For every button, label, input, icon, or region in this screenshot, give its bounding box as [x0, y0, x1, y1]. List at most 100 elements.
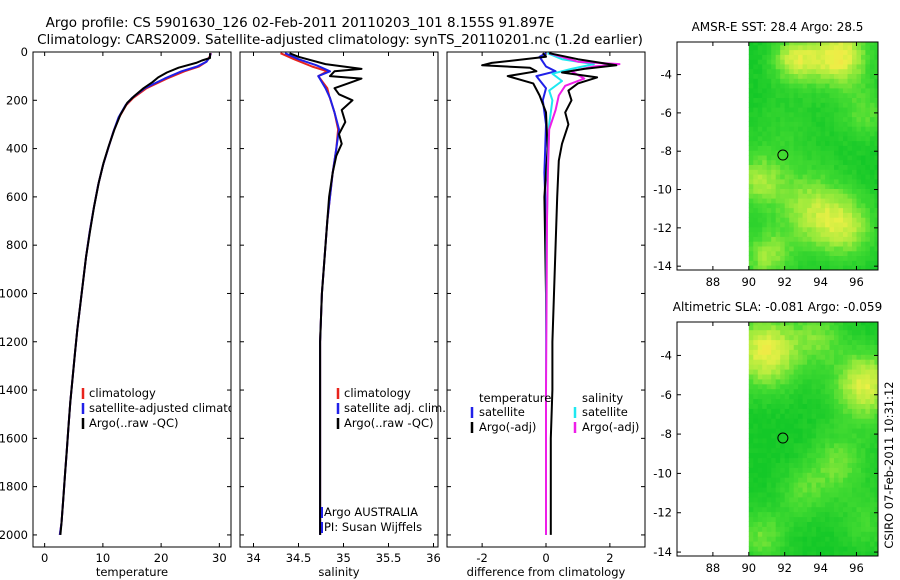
heatmap-cell [789, 344, 795, 350]
heatmap-cell [829, 174, 835, 180]
heatmap-cell [847, 408, 853, 414]
heatmap-cell [843, 403, 848, 409]
heatmap-cell [865, 487, 871, 493]
heatmap-cell [753, 126, 759, 132]
heatmap-cell [762, 255, 768, 261]
heatmap-cell [807, 88, 812, 94]
heatmap-cell [834, 49, 839, 55]
heatmap-cell [852, 536, 857, 542]
heatmap-cell [825, 374, 830, 380]
heatmap-cell [784, 349, 790, 355]
heatmap-cell [820, 265, 826, 271]
heatmap-cell [865, 164, 871, 170]
heatmap-cell [780, 329, 786, 336]
heatmap-cell [762, 64, 768, 70]
heatmap-cell [775, 516, 781, 522]
heatmap-cell [766, 374, 772, 380]
heatmap-cell [789, 193, 795, 199]
heatmap-cell [869, 198, 875, 204]
heatmap-cell [820, 482, 826, 488]
heatmap-cell [820, 541, 826, 547]
heatmap-cell [807, 140, 812, 146]
heatmap-cell [789, 135, 795, 142]
heatmap-cell [798, 246, 803, 252]
heatmap-cell [757, 492, 763, 498]
heatmap-cell [807, 179, 812, 185]
heatmap-cell [820, 403, 826, 409]
annotation-text: PI: Susan Wijffels [324, 520, 422, 534]
heatmap-cell [771, 393, 777, 400]
heatmap-cell [802, 329, 808, 336]
heatmap-cell [874, 111, 879, 118]
heatmap-cell [780, 442, 786, 449]
heatmap-cell [802, 231, 808, 237]
heatmap-cell [847, 413, 853, 419]
heatmap-cell [811, 379, 817, 385]
heatmap-cell [762, 260, 768, 266]
heatmap-cell [780, 438, 786, 444]
heatmap-cell [838, 169, 844, 175]
heatmap-cell [793, 487, 799, 493]
heatmap-cell [869, 265, 875, 271]
x-axis-label: temperature [96, 565, 168, 579]
heatmap-cell [865, 145, 871, 151]
heatmap-cell [766, 447, 772, 454]
heatmap-cell [843, 198, 848, 204]
heatmap-cell [748, 155, 754, 161]
heatmap-cell [807, 354, 812, 360]
heatmap-cell [753, 140, 759, 146]
heatmap-cell [838, 92, 844, 98]
heatmap-cell [869, 212, 875, 218]
heatmap-cell [762, 433, 768, 439]
heatmap-cell [874, 329, 879, 336]
plot-frame [239, 51, 439, 548]
heatmap-cell [829, 92, 835, 98]
heatmap-cell [825, 265, 830, 271]
heatmap-cell [780, 349, 786, 355]
heatmap-cell [757, 246, 763, 252]
heatmap-cell [838, 413, 844, 419]
heatmap-cell [789, 452, 795, 459]
heatmap-cell [847, 467, 853, 473]
heatmap-cell [766, 78, 772, 84]
heatmap-cell [829, 83, 835, 89]
heatmap-cell [762, 354, 768, 360]
heatmap-cell [762, 116, 768, 122]
heatmap-cell [874, 413, 879, 419]
heatmap-cell [771, 379, 777, 385]
heatmap-cell [798, 78, 803, 84]
heatmap-cell [775, 364, 781, 370]
heatmap-cell [861, 428, 866, 434]
heatmap-cell [816, 349, 821, 355]
heatmap-cell [762, 131, 768, 137]
heatmap-cell [807, 121, 812, 127]
heatmap-cell [838, 329, 844, 336]
heatmap-cell [869, 349, 875, 355]
heatmap-cell [766, 457, 772, 463]
heatmap-cell [852, 49, 857, 55]
heatmap-cell [820, 531, 826, 537]
heatmap-cell [775, 169, 781, 175]
heatmap-cell [780, 322, 786, 326]
heatmap-cell [784, 447, 790, 454]
heatmap-cell [820, 349, 826, 355]
heatmap-cell [869, 324, 875, 331]
heatmap-cell [811, 207, 817, 213]
heatmap-cell [775, 135, 781, 142]
heatmap-cell [852, 354, 857, 360]
heatmap-cell [847, 188, 853, 194]
heatmap-cell [861, 379, 866, 385]
heatmap-cell [789, 155, 795, 161]
heatmap-cell [874, 255, 879, 261]
heatmap-cell [748, 73, 754, 79]
annotation-text: Argo AUSTRALIA [324, 505, 418, 519]
heatmap-cell [825, 457, 830, 463]
heatmap-cell [793, 334, 799, 341]
heatmap-cell [766, 145, 772, 151]
heatmap-cell [748, 511, 754, 518]
heatmap-cell [766, 131, 772, 137]
heatmap-cell [780, 344, 786, 350]
heatmap-cell [784, 339, 790, 345]
heatmap-cell [874, 121, 879, 127]
heatmap-cell [825, 188, 830, 194]
